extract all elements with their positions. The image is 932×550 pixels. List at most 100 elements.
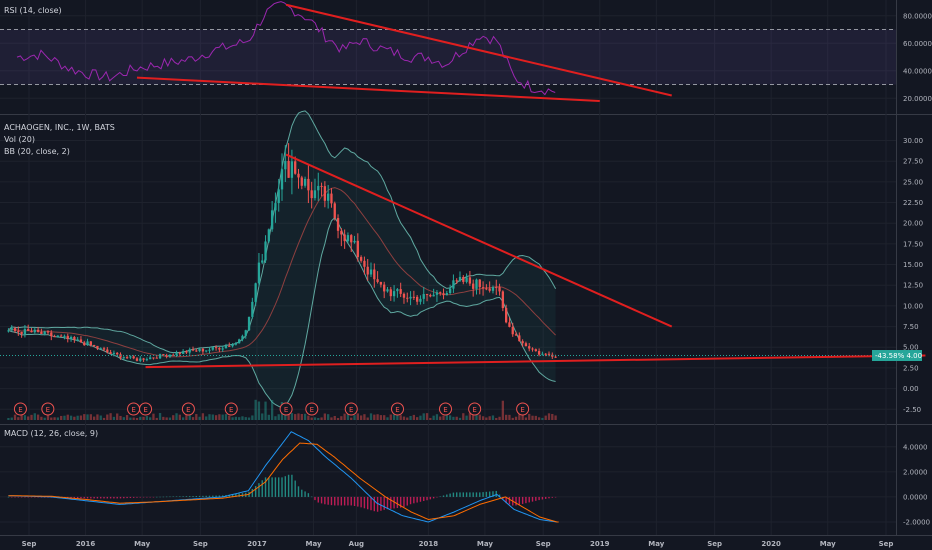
candle-body xyxy=(472,283,475,289)
volume-bar xyxy=(185,414,188,420)
candle-body xyxy=(116,352,119,355)
macd-histogram-bar xyxy=(347,496,349,506)
candle-body xyxy=(195,350,198,352)
volume-legend[interactable]: Vol (20) xyxy=(4,135,35,144)
candle-body xyxy=(356,240,359,258)
time-axis[interactable]: Sep 2016 May Sep 2017 May Aug 2018 May Sep 2019 May… xyxy=(22,540,894,548)
candle-body xyxy=(435,292,439,295)
volume-bar xyxy=(13,414,17,420)
candle-body xyxy=(33,329,36,333)
volume-bar xyxy=(478,414,481,420)
volume-bar xyxy=(514,416,518,420)
macd-histogram-bar xyxy=(337,496,339,506)
volume-bar xyxy=(211,414,214,420)
macd-histogram-bar xyxy=(208,495,211,497)
volume-bar xyxy=(132,417,135,420)
volume-bar xyxy=(363,414,366,420)
volume-bar xyxy=(416,417,419,420)
volume-bar xyxy=(155,417,158,420)
candle-body xyxy=(350,235,353,243)
macd-histogram-bar xyxy=(459,492,461,497)
candle-body xyxy=(76,339,79,341)
macd-histogram-bar xyxy=(24,496,26,498)
price-scale-label: 20.00 xyxy=(903,220,923,228)
volume-bar xyxy=(297,413,300,420)
candle-body xyxy=(327,193,330,201)
macd-legend[interactable]: MACD (12, 26, close, 9) xyxy=(4,429,98,438)
macd-histogram-bar xyxy=(198,495,201,497)
macd-histogram-bar xyxy=(179,496,181,497)
volume-bar xyxy=(36,414,40,420)
time-tick-label: May xyxy=(820,540,836,548)
candle-body xyxy=(224,345,228,349)
earnings-marker xyxy=(13,402,27,416)
macd-histogram-bar xyxy=(132,496,135,498)
volume-bar xyxy=(445,414,448,420)
candle-body xyxy=(340,230,343,235)
volume-bar xyxy=(452,416,455,420)
price-scale-label: 17.50 xyxy=(903,240,923,248)
time-tick-label: Sep xyxy=(707,540,722,548)
candle-body xyxy=(333,203,336,219)
earnings-marker-label: E xyxy=(186,406,190,414)
macd-histogram-bar xyxy=(254,486,257,497)
time-tick-label: 2020 xyxy=(761,540,781,548)
volume-bar xyxy=(139,416,142,420)
time-tick-label: May xyxy=(134,540,150,548)
volume-bar xyxy=(419,415,422,420)
candle-body xyxy=(23,329,27,335)
macd-histogram-bar xyxy=(469,492,471,497)
candle-body xyxy=(158,354,162,359)
macd-histogram-bar xyxy=(363,496,366,509)
macd-histogram-bar xyxy=(541,496,544,500)
volume-bar xyxy=(383,415,386,420)
volume-bar xyxy=(389,414,392,420)
candle-body xyxy=(481,287,485,289)
macd-histogram-bar xyxy=(419,496,422,502)
symbol-legend[interactable]: ACHAOGEN, INC., 1W, BATS xyxy=(4,123,115,132)
macd-histogram-bar xyxy=(383,496,385,510)
volume-bar xyxy=(205,416,208,420)
volume-bar xyxy=(369,413,373,420)
candle-body xyxy=(429,294,432,297)
volume-bar xyxy=(99,415,102,420)
candle-body xyxy=(191,349,195,351)
volume-bar xyxy=(191,417,195,420)
macd-histogram-bar xyxy=(123,496,125,499)
rsi-pane[interactable]: RSI (14, close) 80.0000 60.0000 40.0000 20.… xyxy=(0,1,932,103)
candle-body xyxy=(425,294,429,296)
volume-bar xyxy=(267,414,270,420)
volume-bar xyxy=(195,414,198,420)
bb-legend[interactable]: BB (20, close, 2) xyxy=(4,147,70,156)
candle-body xyxy=(40,331,43,335)
rsi-legend[interactable]: RSI (14, close) xyxy=(4,6,62,15)
macd-histogram-bar xyxy=(307,493,310,497)
candle-body xyxy=(488,288,491,291)
earnings-marker-label: E xyxy=(472,406,476,414)
macd-histogram-bar xyxy=(165,496,168,498)
volume-bar xyxy=(524,417,528,420)
volume-bar xyxy=(290,413,294,420)
volume-bar xyxy=(472,413,475,420)
candle-body xyxy=(310,190,313,199)
candle-body xyxy=(13,328,17,331)
time-tick-label: May xyxy=(306,540,322,548)
macd-histogram-bar xyxy=(106,496,109,499)
macd-histogram-bar xyxy=(399,496,402,508)
volume-bar xyxy=(336,417,340,420)
macd-histogram-bar xyxy=(432,496,435,499)
earnings-marker xyxy=(181,402,195,416)
candle-body xyxy=(336,218,340,231)
macd-histogram-bar xyxy=(146,496,148,498)
candle-body xyxy=(7,330,10,332)
macd-scale-label: 2.0000 xyxy=(903,468,928,476)
macd-line xyxy=(8,431,559,523)
macd-histogram-bar xyxy=(70,496,72,499)
time-tick-label: Sep xyxy=(879,540,894,548)
macd-histogram-bar xyxy=(406,496,408,506)
candle-body xyxy=(231,344,234,347)
macd-pane[interactable]: MACD (12, 26, close, 9) 4.0000 2.0000 0.00… xyxy=(4,429,930,526)
volume-bar xyxy=(43,417,46,420)
